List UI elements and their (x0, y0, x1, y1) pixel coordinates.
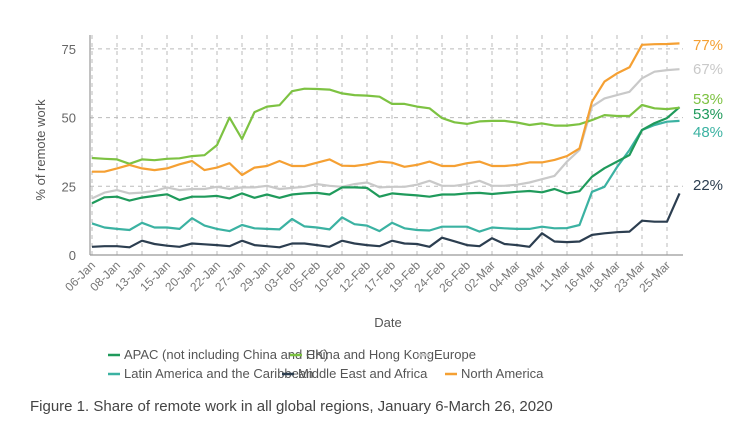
legend-item: Latin America and the Caribbean (108, 366, 313, 381)
legend-label: Middle East and Africa (298, 366, 428, 381)
legend-item: North America (445, 366, 544, 381)
legend: APAC (not including China and HK)China a… (108, 347, 544, 381)
end-labels: 53%53% 67% 48% 22% 77% (693, 37, 723, 194)
end-value-label: 67% (693, 61, 723, 78)
legend-label: Europe (434, 347, 476, 362)
x-axis-title: Date (374, 315, 401, 330)
series-lines (91, 42, 681, 249)
end-value-label: 53% (693, 91, 723, 108)
y-tick-label: 0 (69, 248, 76, 263)
series-line-china-and-hong-kong (91, 87, 680, 165)
end-value-label: 22% (693, 177, 723, 194)
end-value-label: 77% (693, 37, 723, 54)
legend-label: Latin America and the Caribbean (124, 366, 313, 381)
end-value-label: 53% (693, 106, 723, 123)
series-line-middle-east-and-africa (91, 192, 681, 249)
series-line-apac-not-including-china-and-hk- (91, 106, 681, 205)
y-axis-title: % of remote work (33, 99, 48, 201)
y-tick-label: 75 (62, 42, 76, 57)
y-tick-label: 25 (62, 179, 76, 194)
legend-item: APAC (not including China and HK) (108, 347, 328, 362)
legend-item: Europe (418, 347, 476, 362)
grid (89, 35, 683, 256)
series-line-north-america (92, 42, 680, 177)
legend-label: China and Hong Kong (306, 347, 434, 362)
series-line-latin-america-and-the-caribbean (91, 119, 680, 233)
legend-label: North America (461, 366, 544, 381)
legend-item: Middle East and Africa (282, 366, 428, 381)
y-tick-label: 50 (62, 111, 76, 126)
legend-item: China and Hong Kong (290, 347, 434, 362)
y-axis-ticks: 0 25 50 75 (62, 42, 76, 263)
figure-caption: Figure 1. Share of remote work in all gl… (30, 398, 553, 415)
x-axis-ticks: 06-Jan08-Jan13-Jan15-Jan20-Jan22-Jan27-J… (62, 258, 673, 295)
legend-label: APAC (not including China and HK) (124, 347, 328, 362)
end-value-label: 48% (693, 124, 723, 141)
